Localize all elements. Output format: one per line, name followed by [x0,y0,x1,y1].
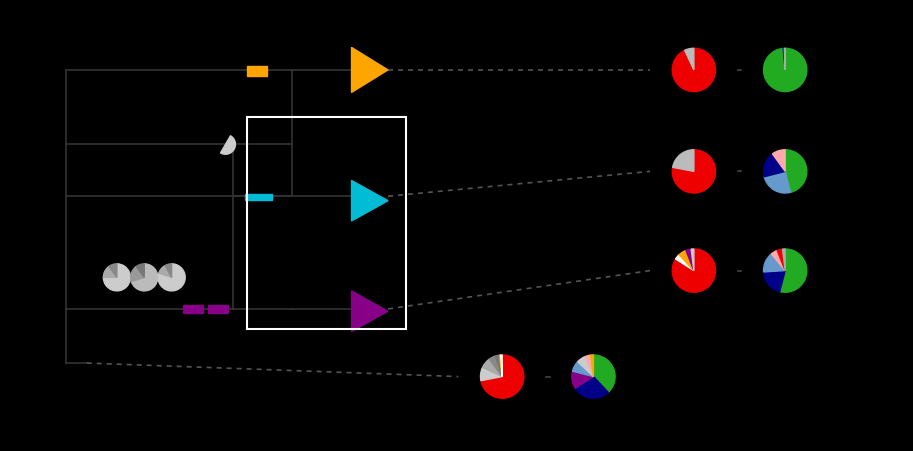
Wedge shape [780,249,807,292]
Wedge shape [578,356,593,377]
Wedge shape [763,271,785,291]
Wedge shape [772,150,785,171]
Polygon shape [352,180,388,221]
Bar [245,194,272,200]
Wedge shape [673,150,694,171]
Wedge shape [763,254,785,272]
Wedge shape [785,150,807,192]
Wedge shape [784,48,785,70]
Wedge shape [131,264,158,291]
Wedge shape [672,150,716,193]
Wedge shape [483,359,502,377]
Wedge shape [763,48,807,92]
Polygon shape [352,47,388,92]
Bar [208,305,228,313]
Wedge shape [165,264,172,277]
Wedge shape [763,154,785,177]
Wedge shape [672,249,716,292]
Wedge shape [572,362,593,377]
Wedge shape [672,48,716,92]
Wedge shape [159,266,172,277]
Wedge shape [691,249,694,271]
Wedge shape [782,249,785,271]
Wedge shape [679,250,694,271]
Wedge shape [109,264,117,277]
Wedge shape [103,264,131,291]
Wedge shape [685,48,694,70]
Wedge shape [575,377,608,398]
Wedge shape [103,267,117,277]
Wedge shape [131,267,144,281]
Wedge shape [783,48,785,70]
Wedge shape [501,355,502,377]
Wedge shape [686,249,694,271]
Wedge shape [481,355,524,398]
Wedge shape [572,371,593,388]
Bar [247,66,267,76]
Wedge shape [777,249,785,271]
Bar [183,305,203,313]
Wedge shape [136,264,144,277]
Wedge shape [771,250,785,271]
Wedge shape [499,355,502,377]
Wedge shape [489,356,502,377]
Wedge shape [593,355,615,392]
Wedge shape [221,136,236,154]
Polygon shape [352,291,388,331]
Wedge shape [585,355,593,377]
Wedge shape [764,171,791,193]
Wedge shape [591,355,593,377]
Wedge shape [480,368,502,381]
Wedge shape [496,355,502,377]
Wedge shape [158,264,185,291]
Wedge shape [676,255,694,271]
